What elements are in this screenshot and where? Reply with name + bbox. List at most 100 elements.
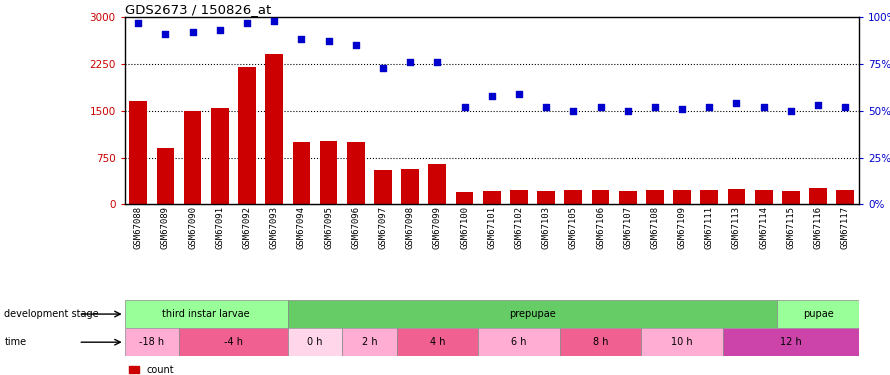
Point: [295, 36, 309, 42]
Text: GSM67095: GSM67095: [324, 206, 333, 249]
Bar: [401, 169, 419, 204]
Text: GSM67101: GSM67101: [487, 206, 497, 249]
Text: 4 h: 4 h: [430, 337, 445, 347]
Point: [240, 20, 255, 26]
Point: [838, 104, 853, 110]
Text: GSM67093: GSM67093: [270, 206, 279, 249]
Point: [213, 27, 227, 33]
Bar: [777, 300, 859, 328]
Bar: [183, 111, 201, 204]
Text: GSM67106: GSM67106: [596, 206, 605, 249]
Bar: [239, 67, 255, 204]
Text: pupae: pupae: [803, 309, 833, 319]
Bar: [723, 328, 859, 356]
Bar: [125, 300, 287, 328]
Text: GSM67090: GSM67090: [188, 206, 197, 249]
Bar: [211, 108, 229, 204]
Point: [594, 104, 608, 110]
Text: -18 h: -18 h: [139, 337, 165, 347]
Point: [376, 64, 390, 70]
Point: [620, 108, 635, 114]
Point: [675, 106, 689, 112]
Bar: [342, 328, 397, 356]
Bar: [728, 189, 745, 204]
Text: GSM67102: GSM67102: [514, 206, 523, 249]
Bar: [293, 142, 311, 204]
Text: GSM67089: GSM67089: [161, 206, 170, 249]
Point: [566, 108, 580, 114]
Bar: [564, 190, 582, 204]
Bar: [179, 328, 287, 356]
Point: [457, 104, 472, 110]
Bar: [642, 328, 723, 356]
Bar: [619, 191, 636, 204]
Bar: [837, 190, 854, 204]
Text: 8 h: 8 h: [593, 337, 608, 347]
Bar: [374, 170, 392, 204]
Text: GSM67115: GSM67115: [787, 206, 796, 249]
Text: time: time: [4, 337, 27, 347]
Bar: [287, 300, 777, 328]
Text: GSM67105: GSM67105: [569, 206, 578, 249]
Point: [321, 38, 336, 44]
Text: 2 h: 2 h: [361, 337, 377, 347]
Text: third instar larvae: third instar larvae: [162, 309, 250, 319]
Text: development stage: development stage: [4, 309, 99, 319]
Point: [349, 42, 363, 48]
Text: -4 h: -4 h: [224, 337, 243, 347]
Text: 10 h: 10 h: [671, 337, 693, 347]
Point: [539, 104, 554, 110]
Bar: [157, 148, 174, 204]
Bar: [510, 190, 528, 204]
Text: GSM67114: GSM67114: [759, 206, 768, 249]
Bar: [428, 164, 446, 204]
Bar: [347, 142, 365, 204]
Bar: [129, 101, 147, 204]
Point: [756, 104, 771, 110]
Text: GSM67108: GSM67108: [651, 206, 659, 249]
Text: GSM67100: GSM67100: [460, 206, 469, 249]
Text: GSM67091: GSM67091: [215, 206, 224, 249]
Bar: [560, 328, 642, 356]
Text: GSM67099: GSM67099: [433, 206, 441, 249]
Point: [512, 91, 526, 97]
Point: [702, 104, 716, 110]
Text: GSM67107: GSM67107: [623, 206, 632, 249]
Point: [648, 104, 662, 110]
Point: [430, 59, 444, 65]
Point: [403, 59, 417, 65]
Bar: [456, 192, 473, 204]
Text: GSM67116: GSM67116: [813, 206, 822, 249]
Text: GSM67103: GSM67103: [542, 206, 551, 249]
Point: [131, 20, 145, 26]
Bar: [265, 54, 283, 204]
Text: GSM67097: GSM67097: [378, 206, 387, 249]
Text: GSM67113: GSM67113: [732, 206, 741, 249]
Bar: [673, 190, 691, 204]
Text: 12 h: 12 h: [780, 337, 802, 347]
Bar: [287, 328, 342, 356]
Text: GSM67109: GSM67109: [677, 206, 686, 249]
Point: [158, 31, 173, 37]
Point: [485, 93, 499, 99]
Bar: [646, 190, 664, 204]
Text: GSM67088: GSM67088: [134, 206, 142, 249]
Text: 6 h: 6 h: [511, 337, 527, 347]
Text: GSM67098: GSM67098: [406, 206, 415, 249]
Bar: [483, 190, 500, 204]
Text: 0 h: 0 h: [307, 337, 323, 347]
Bar: [478, 328, 560, 356]
Bar: [125, 328, 179, 356]
Text: GSM67096: GSM67096: [352, 206, 360, 249]
Bar: [700, 190, 718, 204]
Point: [811, 102, 825, 108]
Text: GDS2673 / 150826_at: GDS2673 / 150826_at: [125, 3, 271, 16]
Bar: [809, 189, 827, 204]
Text: GSM67111: GSM67111: [705, 206, 714, 249]
Text: GSM67117: GSM67117: [841, 206, 850, 249]
Bar: [320, 141, 337, 204]
Point: [267, 18, 281, 24]
Legend: count, percentile rank within the sample: count, percentile rank within the sample: [129, 365, 312, 375]
Text: GSM67094: GSM67094: [297, 206, 306, 249]
Bar: [782, 191, 800, 204]
